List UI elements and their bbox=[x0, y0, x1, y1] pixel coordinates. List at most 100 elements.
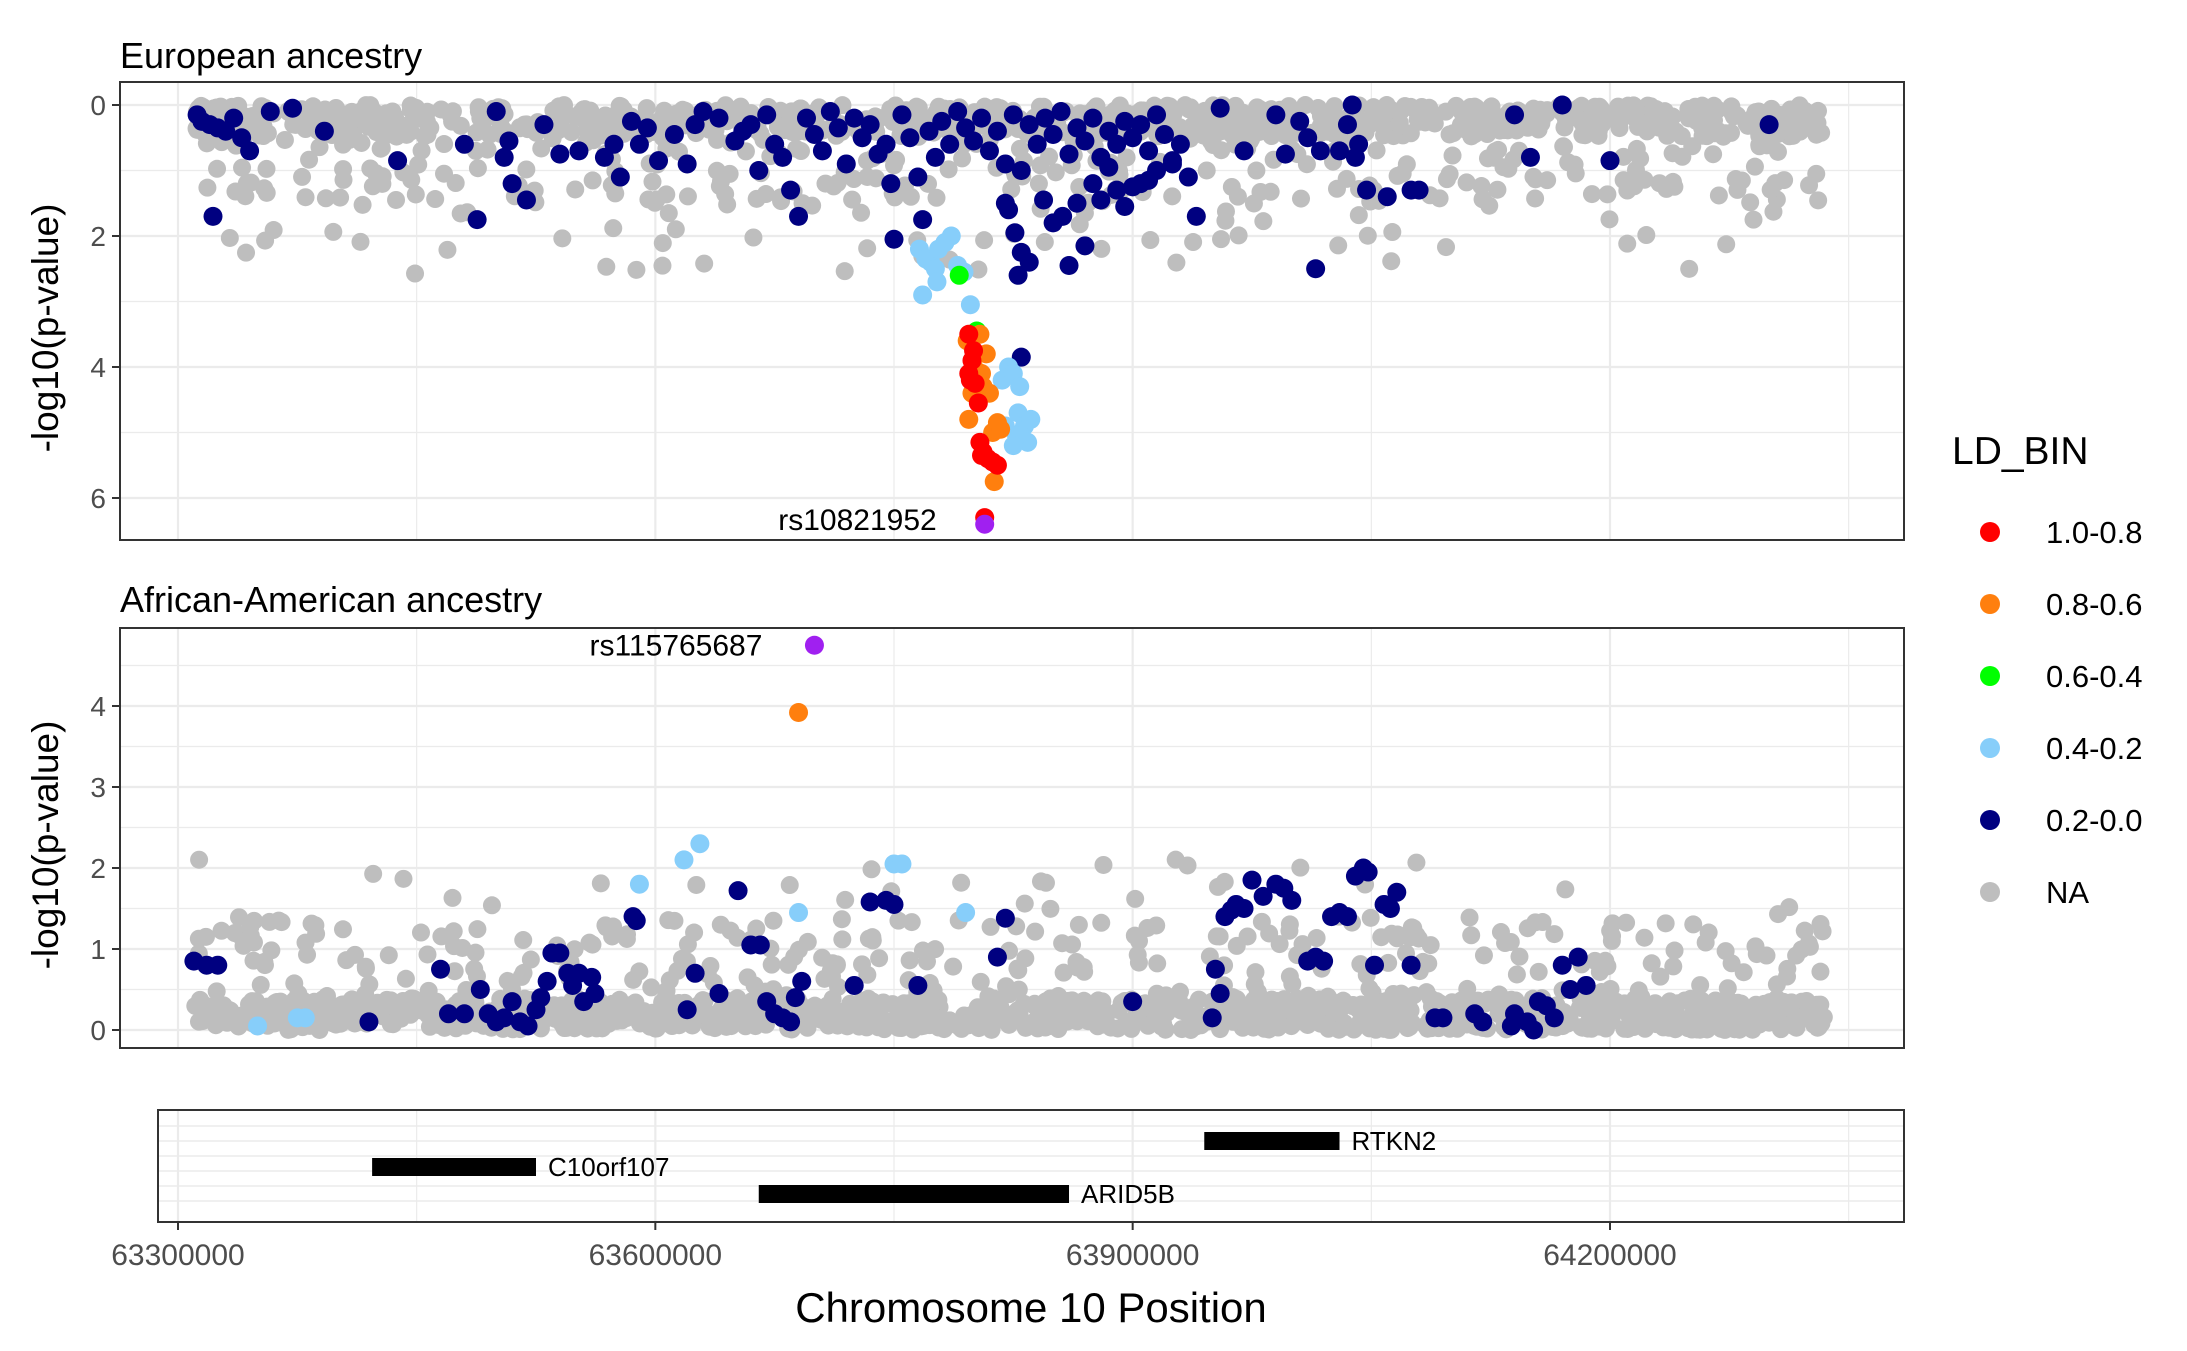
na-point bbox=[1029, 174, 1048, 193]
na-point bbox=[655, 104, 674, 123]
na-point bbox=[660, 971, 679, 990]
na-point bbox=[351, 102, 370, 121]
na-point bbox=[1524, 99, 1543, 118]
na-point bbox=[1075, 962, 1094, 981]
data-point bbox=[1342, 95, 1362, 115]
na-point bbox=[1329, 236, 1348, 255]
na-point bbox=[1598, 957, 1617, 976]
data-point bbox=[757, 105, 777, 125]
na-point bbox=[1629, 990, 1648, 1009]
na-point bbox=[1582, 185, 1601, 204]
data-point bbox=[649, 151, 669, 171]
na-point bbox=[212, 921, 231, 940]
na-point bbox=[591, 874, 610, 893]
na-point bbox=[1094, 855, 1113, 874]
na-point bbox=[1200, 122, 1219, 141]
na-point bbox=[1344, 1020, 1363, 1039]
na-point bbox=[859, 929, 878, 948]
na-point bbox=[637, 99, 656, 118]
na-point bbox=[324, 222, 343, 241]
na-point bbox=[1691, 976, 1710, 995]
na-point bbox=[1169, 119, 1188, 138]
na-point bbox=[1744, 210, 1763, 229]
data-point bbox=[1170, 134, 1190, 154]
data-point bbox=[1377, 187, 1397, 207]
na-point bbox=[1254, 212, 1273, 231]
na-point bbox=[319, 996, 338, 1015]
data-point bbox=[203, 206, 223, 226]
data-point bbox=[1560, 980, 1580, 999]
data-point bbox=[913, 210, 933, 230]
na-point bbox=[1388, 166, 1407, 185]
na-point bbox=[1368, 993, 1387, 1012]
na-point bbox=[412, 141, 431, 160]
na-point bbox=[1722, 97, 1741, 116]
na-point bbox=[233, 158, 252, 177]
na-point bbox=[1094, 1015, 1113, 1034]
na-point bbox=[265, 1014, 284, 1033]
na-point bbox=[835, 262, 854, 281]
gene-label: RTKN2 bbox=[1352, 1126, 1437, 1156]
na-point bbox=[1132, 101, 1151, 120]
data-point bbox=[908, 167, 928, 187]
lead-snp-point bbox=[975, 514, 995, 534]
data-point bbox=[1099, 157, 1119, 177]
na-point bbox=[565, 940, 584, 959]
data-point bbox=[964, 131, 984, 151]
na-point bbox=[1807, 164, 1826, 183]
na-point bbox=[1232, 118, 1251, 137]
data-point bbox=[860, 115, 880, 135]
na-point bbox=[639, 190, 658, 209]
na-point bbox=[1518, 919, 1537, 938]
data-point bbox=[956, 903, 976, 923]
na-point bbox=[377, 990, 396, 1009]
na-point bbox=[1367, 141, 1386, 160]
data-point bbox=[1210, 98, 1230, 118]
na-point bbox=[580, 933, 599, 952]
na-point bbox=[1126, 889, 1145, 908]
data-point bbox=[208, 955, 228, 975]
y-tick-label: 4 bbox=[90, 691, 106, 722]
data-point bbox=[785, 988, 805, 1008]
na-point bbox=[517, 160, 536, 179]
data-point bbox=[626, 911, 646, 931]
data-point bbox=[677, 1000, 697, 1020]
data-point bbox=[537, 971, 557, 991]
na-point bbox=[1040, 1016, 1059, 1035]
na-point bbox=[189, 929, 208, 948]
panel-border-african-american bbox=[119, 627, 1905, 1049]
data-point bbox=[876, 134, 896, 154]
data-point bbox=[1576, 975, 1596, 995]
data-point bbox=[804, 124, 824, 144]
data-point bbox=[502, 174, 522, 194]
y-ticks-african-american: 0 1 2 3 4 bbox=[90, 691, 120, 1046]
na-point bbox=[1811, 962, 1830, 981]
data-point bbox=[1552, 955, 1572, 975]
data-point bbox=[1019, 115, 1039, 135]
na-point bbox=[1184, 233, 1203, 252]
na-point bbox=[1718, 979, 1737, 998]
na-point bbox=[198, 178, 217, 197]
data-point bbox=[1123, 992, 1143, 1012]
na-point bbox=[844, 170, 863, 189]
na-point bbox=[553, 229, 572, 248]
data-point bbox=[792, 971, 812, 991]
gene-bar bbox=[758, 1185, 1070, 1203]
na-point bbox=[296, 188, 315, 207]
na-point bbox=[1556, 880, 1575, 899]
na-point bbox=[711, 915, 730, 934]
na-point bbox=[695, 254, 714, 273]
na-point bbox=[1369, 109, 1388, 128]
data-point bbox=[1202, 1008, 1222, 1028]
na-point bbox=[1430, 189, 1449, 208]
na-point bbox=[1598, 185, 1617, 204]
data-point bbox=[1387, 882, 1407, 902]
data-point bbox=[621, 111, 641, 131]
na-point bbox=[387, 190, 406, 209]
na-point bbox=[597, 257, 616, 276]
data-point bbox=[1349, 134, 1369, 154]
na-point bbox=[952, 1019, 971, 1038]
na-point bbox=[833, 930, 852, 949]
y-tick-label: 2 bbox=[90, 853, 106, 884]
data-point bbox=[968, 393, 988, 413]
